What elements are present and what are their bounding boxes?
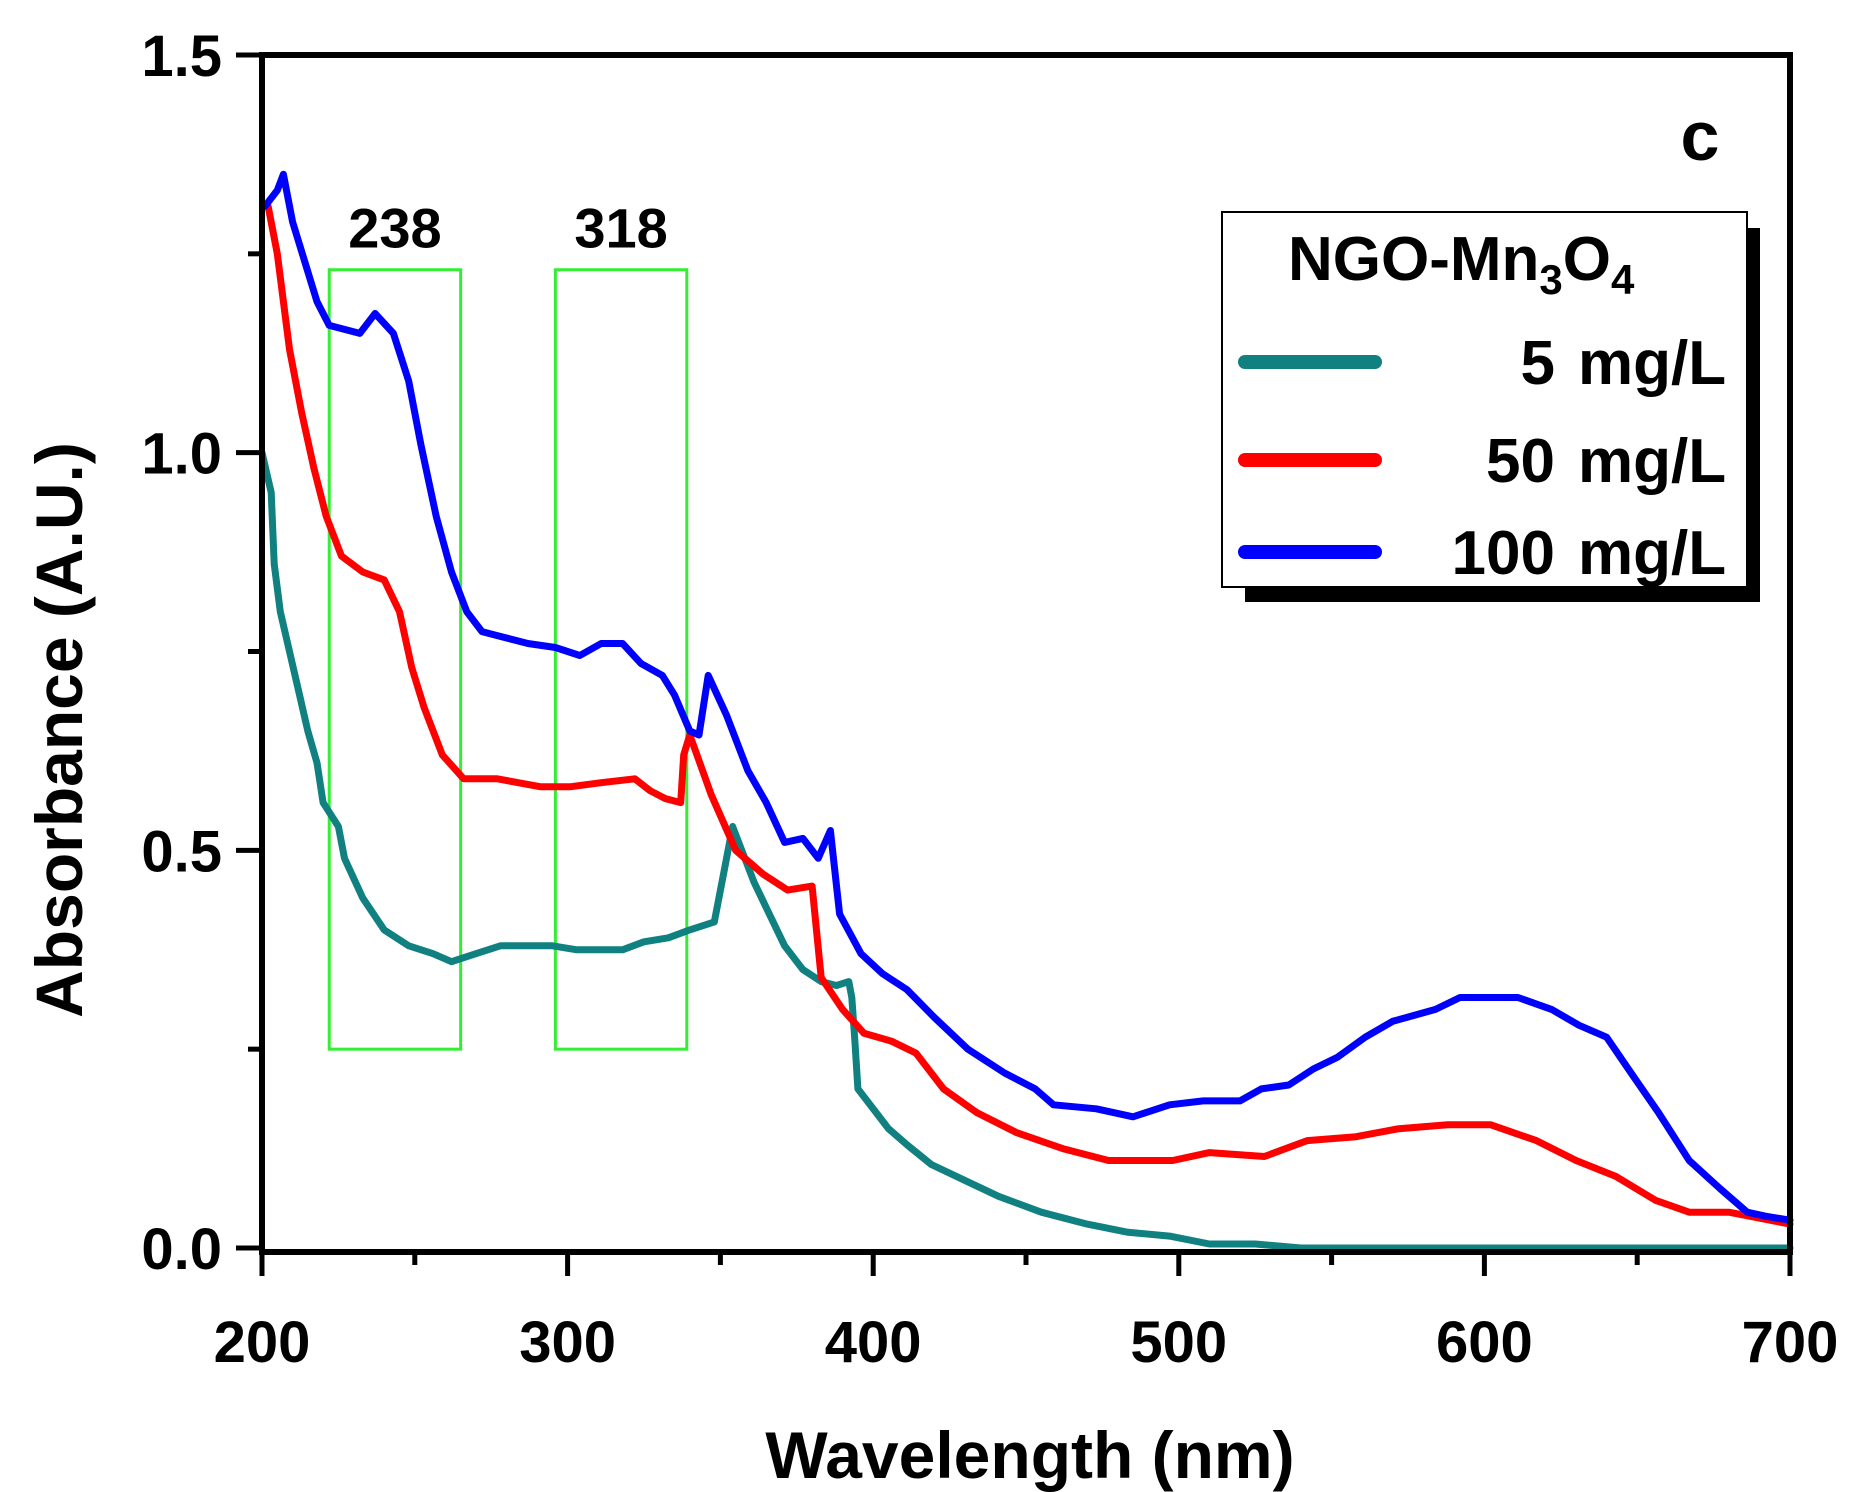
panel-label: c: [1681, 97, 1720, 175]
peak-annotations: 238 318: [327, 197, 689, 1051]
x-tick-label-400: 400: [825, 1310, 922, 1375]
series-line-50-mg-l: [264, 202, 1794, 1228]
x-tick-label-500: 500: [1130, 1310, 1227, 1375]
legend-box: [1221, 211, 1748, 588]
legend-unit-100: mg/L: [1578, 519, 1726, 588]
x-tick-label-600: 600: [1436, 1310, 1533, 1375]
x-axis-title: Wavelength (nm): [765, 1418, 1294, 1492]
y-tick-label-0.0: 0.0: [141, 1217, 222, 1282]
x-tick-label-300: 300: [519, 1310, 616, 1375]
series-line-100-mg-l: [261, 170, 1794, 1224]
legend-unit-50: mg/L: [1578, 427, 1726, 496]
x-tick-label-700: 700: [1742, 1310, 1839, 1375]
y-axis-title: Absorbance (A.U.): [22, 442, 96, 1018]
peak-box-238: [327, 268, 463, 1051]
legend-title: NGO-Mn3O4: [1288, 225, 1635, 303]
peak-label-238: 238: [348, 197, 441, 260]
axes: 200 300 400 500 600 700 0.0 0.5 1.0 1.5: [141, 24, 1838, 1375]
y-tick-label-1.0: 1.0: [141, 422, 222, 487]
legend-amount-5: 5: [1521, 329, 1555, 398]
legend-title-sub1: 3: [1539, 256, 1562, 303]
legend-unit-5: mg/L: [1578, 329, 1726, 398]
peak-box-318: [553, 268, 689, 1051]
legend-amount-100: 100: [1452, 519, 1555, 588]
legend-entries: 5 mg/L 50 mg/L 100 mg/L: [1238, 329, 1726, 588]
legend-title-sub2: 4: [1611, 256, 1635, 303]
series-line-5-mg-l: [258, 449, 1794, 1252]
y-tick-label-0.5: 0.5: [141, 819, 222, 884]
legend-amount-50: 50: [1486, 427, 1555, 496]
x-tick-label-200: 200: [214, 1310, 311, 1375]
legend: NGO-Mn3O4 5 mg/L 50 mg/L 100 mg/L: [1221, 211, 1760, 602]
legend-title-main: NGO-Mn: [1288, 225, 1539, 294]
peak-label-318: 318: [574, 197, 667, 260]
legend-title-mid: O: [1563, 225, 1611, 294]
y-tick-label-1.5: 1.5: [141, 24, 222, 89]
series-lines: [258, 170, 1794, 1252]
